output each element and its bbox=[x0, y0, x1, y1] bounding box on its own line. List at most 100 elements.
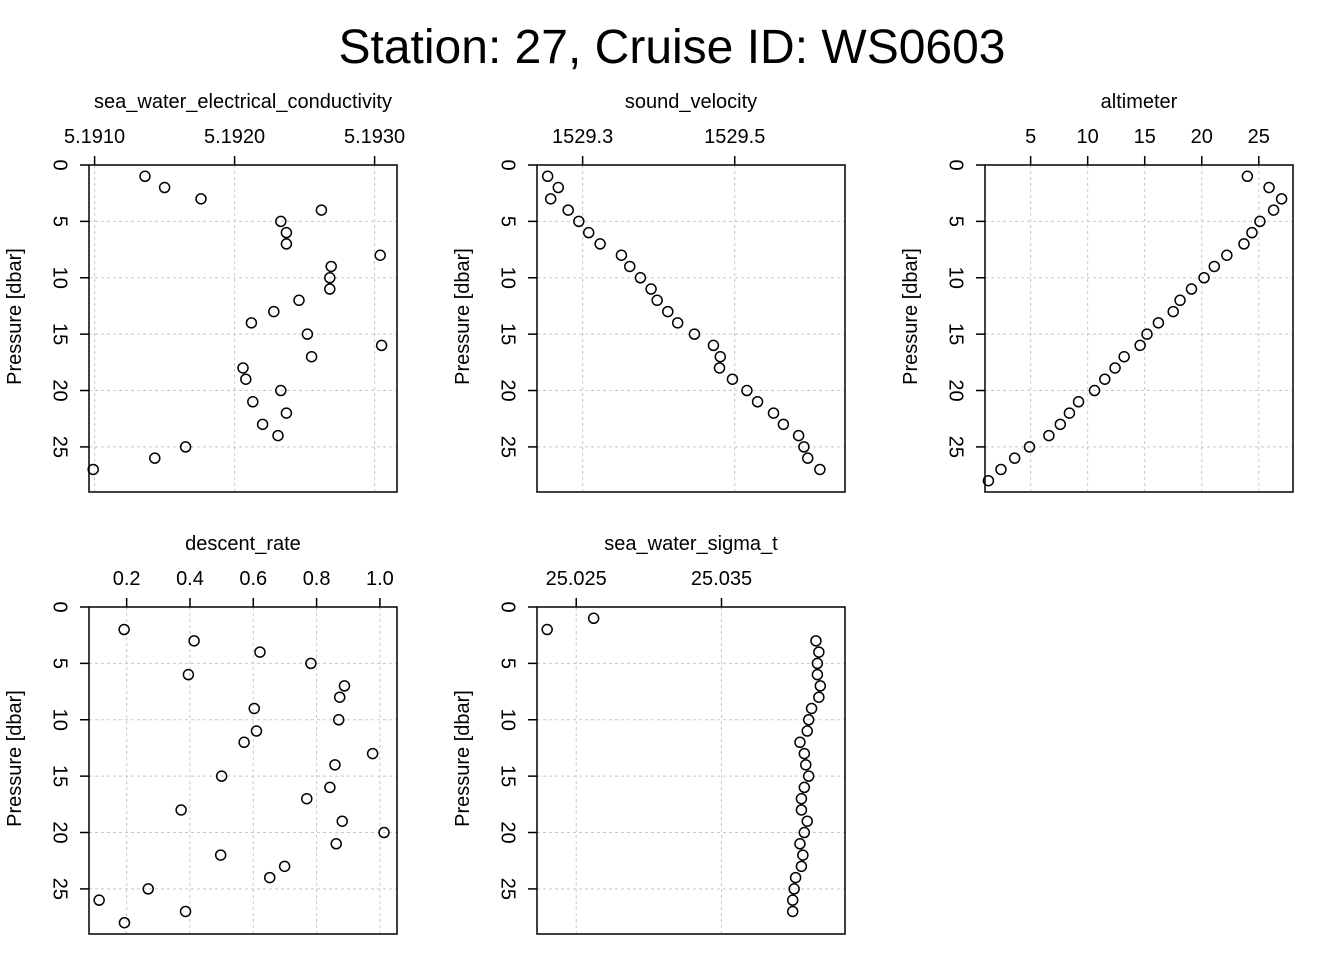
data-point bbox=[245, 317, 258, 329]
data-point bbox=[247, 396, 259, 408]
y-tick-label: 0 bbox=[497, 601, 519, 612]
data-point bbox=[792, 429, 805, 442]
data-point bbox=[118, 623, 130, 636]
x-tick-label: 1529.5 bbox=[704, 126, 765, 148]
data-point bbox=[741, 384, 753, 397]
data-point bbox=[118, 916, 131, 929]
data-point bbox=[1072, 396, 1085, 408]
data-point bbox=[315, 204, 328, 216]
data-point bbox=[305, 350, 318, 363]
data-point bbox=[329, 759, 341, 771]
x-tick-label: 1.0 bbox=[366, 568, 394, 590]
data-point bbox=[256, 418, 269, 431]
data-point bbox=[182, 668, 195, 681]
y-tick-label: 10 bbox=[945, 267, 967, 289]
y-axis-label: Pressure [dbar] bbox=[452, 690, 474, 827]
data-point bbox=[587, 612, 600, 625]
panel-4: descent_rate 0.2 0.4 0.6 0.8 1.0 0 5 10 15 20 25 Pre… bbox=[4, 533, 398, 935]
x-tick-label: 5.1920 bbox=[204, 126, 265, 148]
data-point bbox=[786, 905, 799, 918]
data-point bbox=[333, 714, 345, 726]
data-point bbox=[541, 170, 554, 183]
data-point bbox=[751, 396, 764, 408]
data-point bbox=[333, 691, 346, 703]
x-tick-label: 25.035 bbox=[691, 568, 752, 590]
plot-frame bbox=[984, 164, 1294, 493]
data-point bbox=[794, 736, 806, 749]
data-point bbox=[788, 883, 800, 895]
x-tick-label: 5.1930 bbox=[344, 126, 405, 148]
data-point bbox=[798, 747, 811, 760]
data-point bbox=[1118, 350, 1130, 363]
x-tick-label: 0.2 bbox=[113, 568, 141, 590]
data-point bbox=[814, 463, 826, 476]
data-point bbox=[544, 193, 557, 205]
x-tick-label: 25 bbox=[1248, 126, 1270, 148]
y-tick-label: 25 bbox=[497, 436, 519, 458]
data-point bbox=[149, 452, 161, 464]
data-point bbox=[1263, 181, 1275, 194]
data-point bbox=[767, 407, 780, 419]
data-point bbox=[798, 441, 810, 453]
data-point bbox=[813, 691, 825, 703]
data-point bbox=[278, 860, 291, 873]
data-point bbox=[330, 838, 342, 850]
y-tick-label: 25 bbox=[49, 878, 71, 900]
data-point bbox=[301, 792, 313, 805]
data-point bbox=[324, 781, 336, 794]
data-point bbox=[1208, 260, 1221, 273]
data-point bbox=[139, 170, 151, 183]
data-point bbox=[1221, 249, 1233, 261]
data-point bbox=[195, 193, 207, 205]
data-point bbox=[810, 635, 822, 647]
data-point bbox=[179, 905, 192, 918]
data-point bbox=[795, 804, 808, 816]
data-point bbox=[1088, 384, 1101, 397]
data-point bbox=[324, 283, 336, 295]
y-tick-label: 20 bbox=[945, 379, 967, 401]
data-point bbox=[87, 463, 99, 476]
data-point bbox=[811, 668, 824, 681]
y-tick-label: 20 bbox=[497, 821, 519, 843]
data-point bbox=[615, 249, 628, 261]
x-tick-label: 0.8 bbox=[303, 568, 331, 590]
data-point bbox=[374, 249, 386, 261]
y-tick-label: 5 bbox=[497, 658, 519, 669]
data-point bbox=[645, 283, 657, 295]
data-point bbox=[798, 826, 811, 839]
data-point bbox=[800, 759, 812, 771]
data-point bbox=[814, 680, 827, 692]
plot-frame bbox=[88, 164, 398, 493]
data-point bbox=[254, 646, 266, 658]
data-point bbox=[562, 204, 574, 216]
panel-1: sea_water_electrical_conductivity 5.1910 5… bbox=[4, 91, 405, 493]
y-tick-label: 20 bbox=[497, 379, 519, 401]
data-point bbox=[336, 815, 348, 827]
data-point bbox=[1063, 407, 1076, 419]
y-tick-label: 25 bbox=[49, 436, 71, 458]
y-tick-label: 5 bbox=[49, 216, 71, 227]
data-point bbox=[797, 849, 809, 861]
data-point bbox=[726, 373, 739, 385]
data-point bbox=[275, 215, 287, 228]
y-tick-label: 20 bbox=[49, 379, 71, 401]
y-tick-label: 10 bbox=[497, 267, 519, 289]
data-point bbox=[688, 328, 701, 340]
data-point bbox=[813, 646, 825, 658]
data-point bbox=[142, 883, 154, 895]
data-point bbox=[280, 238, 293, 250]
data-point bbox=[248, 702, 260, 715]
data-point bbox=[1109, 362, 1121, 374]
data-point bbox=[1198, 272, 1210, 284]
data-point bbox=[240, 373, 252, 385]
y-tick-label: 25 bbox=[497, 878, 519, 900]
y-axis-label: Pressure [dbar] bbox=[452, 248, 474, 385]
data-point bbox=[1023, 441, 1036, 453]
data-point bbox=[1174, 294, 1186, 307]
data-point bbox=[215, 770, 228, 782]
data-point bbox=[263, 871, 276, 884]
plot-frame bbox=[536, 164, 846, 493]
y-tick-label: 0 bbox=[497, 159, 519, 170]
y-tick-label: 25 bbox=[945, 436, 967, 458]
